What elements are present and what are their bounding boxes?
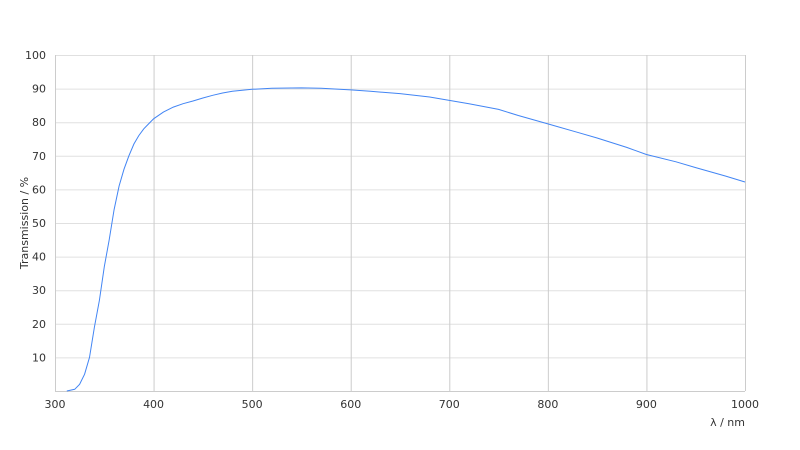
y-tick-label: 100 [25, 49, 46, 62]
x-tick-label: 500 [242, 398, 263, 411]
x-tick-label: 700 [439, 398, 460, 411]
y-tick-label: 70 [32, 150, 46, 163]
y-tick-label: 10 [32, 351, 46, 364]
x-tick-label: 300 [45, 398, 66, 411]
x-axis-label: λ / nm [710, 416, 745, 429]
y-tick-label: 30 [32, 284, 46, 297]
y-tick-label: 60 [32, 183, 46, 196]
x-tick-label: 800 [537, 398, 558, 411]
y-tick-label: 50 [32, 217, 46, 230]
y-tick-label: 40 [32, 251, 46, 264]
x-tick-label: 400 [143, 398, 164, 411]
y-tick-label: 80 [32, 116, 46, 129]
x-tick-label: 900 [636, 398, 657, 411]
y-tick-label: 20 [32, 318, 46, 331]
grid [55, 55, 746, 392]
y-tick-label: 90 [32, 83, 46, 96]
series-line [66, 87, 746, 392]
x-tick-label: 600 [340, 398, 361, 411]
y-axis-label: Transmission / % [18, 177, 31, 270]
x-tick-label: 1000 [731, 398, 759, 411]
tick-labels: 10 20 30 40 50 60 70 80 90 100 300 400 500 600 700 800 9… [25, 49, 759, 411]
